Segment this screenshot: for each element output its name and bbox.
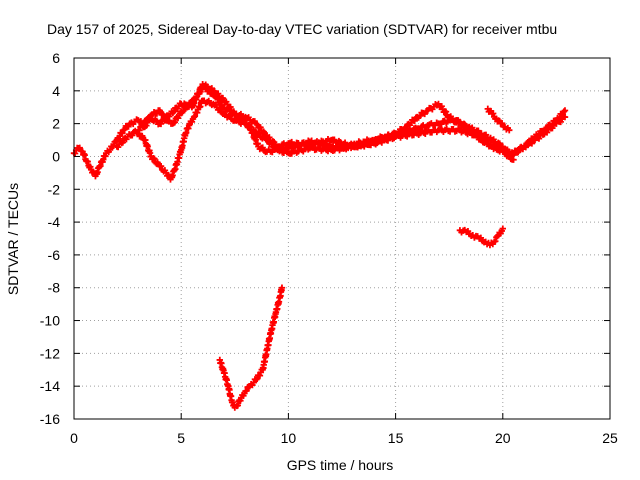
axis-ticks bbox=[73, 57, 611, 420]
data-point bbox=[526, 138, 534, 146]
data-point bbox=[151, 155, 158, 163]
data-point bbox=[114, 143, 122, 151]
data-point bbox=[522, 143, 529, 151]
x-tick-label: 25 bbox=[602, 430, 618, 446]
data-point bbox=[561, 107, 569, 114]
y-tick-label: -6 bbox=[48, 247, 61, 263]
x-tick-labels: 0 5 10 15 20 25 bbox=[70, 430, 618, 446]
data-point bbox=[484, 137, 491, 145]
x-tick-label: 10 bbox=[281, 430, 297, 446]
x-tick-label: 0 bbox=[70, 430, 78, 446]
data-point bbox=[256, 130, 263, 138]
data-point bbox=[140, 121, 147, 128]
data-point bbox=[268, 140, 275, 147]
data-point bbox=[506, 152, 513, 159]
data-point bbox=[560, 108, 568, 115]
y-tick-label: -8 bbox=[48, 280, 61, 296]
plot-frame bbox=[73, 57, 611, 420]
data-point bbox=[170, 108, 178, 115]
data-point bbox=[535, 131, 543, 138]
x-tick-label: 20 bbox=[495, 430, 511, 446]
y-tick-label: 2 bbox=[52, 116, 60, 132]
y-tick-label: -12 bbox=[40, 345, 60, 361]
y-tick-label: 4 bbox=[52, 83, 60, 99]
data-point bbox=[157, 120, 165, 128]
data-point bbox=[489, 110, 497, 117]
data-point bbox=[211, 87, 218, 95]
series-jump-segment bbox=[484, 105, 513, 134]
data-point bbox=[180, 107, 187, 115]
data-point bbox=[256, 372, 264, 379]
series-lower-band bbox=[135, 97, 517, 183]
data-point bbox=[243, 387, 250, 394]
data-point bbox=[442, 108, 450, 115]
data-point bbox=[121, 126, 128, 133]
data-point bbox=[136, 127, 143, 134]
data-point bbox=[492, 238, 499, 245]
data-point bbox=[147, 113, 154, 120]
data-point bbox=[506, 127, 513, 134]
y-tick-labels: -16 -14 -12 -10 -8 -6 -4 -2 0 2 4 6 bbox=[40, 50, 60, 427]
data-point bbox=[106, 146, 114, 154]
data-point bbox=[278, 284, 286, 291]
data-point bbox=[411, 117, 418, 125]
data-point bbox=[227, 103, 234, 111]
y-axis-title: SDTVAR / TECUs bbox=[5, 183, 21, 295]
y-tick-label: 0 bbox=[52, 148, 60, 164]
y-tick-label: 6 bbox=[52, 50, 60, 66]
data-point bbox=[162, 115, 169, 123]
data-point bbox=[71, 150, 79, 157]
y-tick-label: -14 bbox=[40, 378, 60, 394]
data-point bbox=[556, 114, 563, 121]
x-axis-title: GPS time / hours bbox=[287, 457, 394, 473]
y-tick-label: -10 bbox=[40, 313, 60, 329]
data-point bbox=[267, 139, 274, 146]
chart-title: Day 157 of 2025, Sidereal Day-to-day VTE… bbox=[47, 21, 557, 37]
x-tick-label: 5 bbox=[177, 430, 185, 446]
data-point bbox=[128, 132, 136, 139]
data-point bbox=[438, 103, 445, 110]
data-point bbox=[119, 139, 127, 146]
y-tick-label: -2 bbox=[48, 181, 61, 197]
data-point bbox=[257, 124, 264, 131]
data-point bbox=[510, 156, 517, 163]
y-tick-label: -4 bbox=[48, 214, 61, 230]
data-point bbox=[499, 225, 506, 232]
data-point bbox=[217, 105, 224, 113]
data-points bbox=[70, 81, 569, 411]
series-dip-segment-b bbox=[456, 225, 506, 249]
data-point bbox=[76, 144, 83, 151]
data-point bbox=[247, 123, 254, 130]
data-point bbox=[482, 131, 490, 139]
data-point bbox=[543, 125, 551, 132]
data-point bbox=[498, 120, 506, 127]
y-tick-label: -16 bbox=[40, 411, 60, 427]
data-point bbox=[171, 119, 178, 126]
x-tick-label: 15 bbox=[388, 430, 404, 446]
data-point bbox=[157, 162, 165, 170]
series-dip-segment-a bbox=[216, 284, 286, 411]
series-main-band bbox=[70, 83, 569, 180]
grid bbox=[74, 58, 610, 419]
data-point bbox=[138, 132, 146, 140]
